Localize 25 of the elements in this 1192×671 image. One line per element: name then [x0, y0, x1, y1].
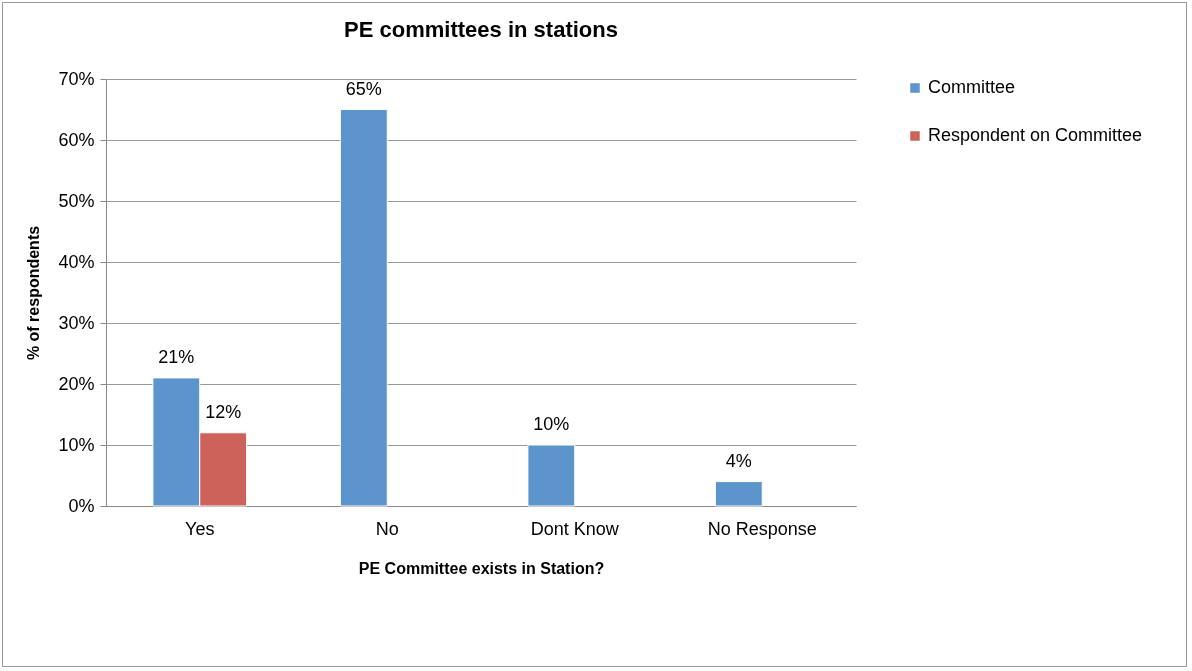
chart-title: PE committees in stations [344, 17, 618, 42]
x-axis-title: PE Committee exists in Station? [358, 559, 605, 577]
legend-label: Committee [928, 77, 1016, 97]
y-tick-label: 10% [58, 434, 95, 455]
x-tick-label: No Response [707, 518, 817, 539]
bar [714, 481, 763, 507]
y-tick-label: 50% [58, 190, 95, 211]
legend-label: Respondent on Committee [928, 125, 1143, 145]
data-label: 12% [205, 401, 242, 422]
bar [339, 109, 388, 507]
y-tick-label: 0% [68, 495, 95, 516]
x-tick-label: No [375, 518, 399, 539]
data-label: 10% [533, 414, 570, 434]
x-tick-label: Yes [185, 518, 215, 539]
data-label: 65% [345, 78, 382, 99]
y-tick-label: 20% [58, 373, 95, 394]
y-axis-title: % of respondents [25, 225, 43, 361]
bar [527, 444, 576, 507]
data-label: 21% [158, 346, 195, 367]
y-tick-label: 70% [58, 68, 95, 89]
y-tick-label: 40% [58, 251, 95, 272]
y-tick-label: 60% [58, 129, 95, 150]
y-tick-label: 30% [58, 312, 95, 333]
x-tick-label: Dont Know [530, 518, 620, 539]
data-label: 4% [725, 450, 752, 471]
